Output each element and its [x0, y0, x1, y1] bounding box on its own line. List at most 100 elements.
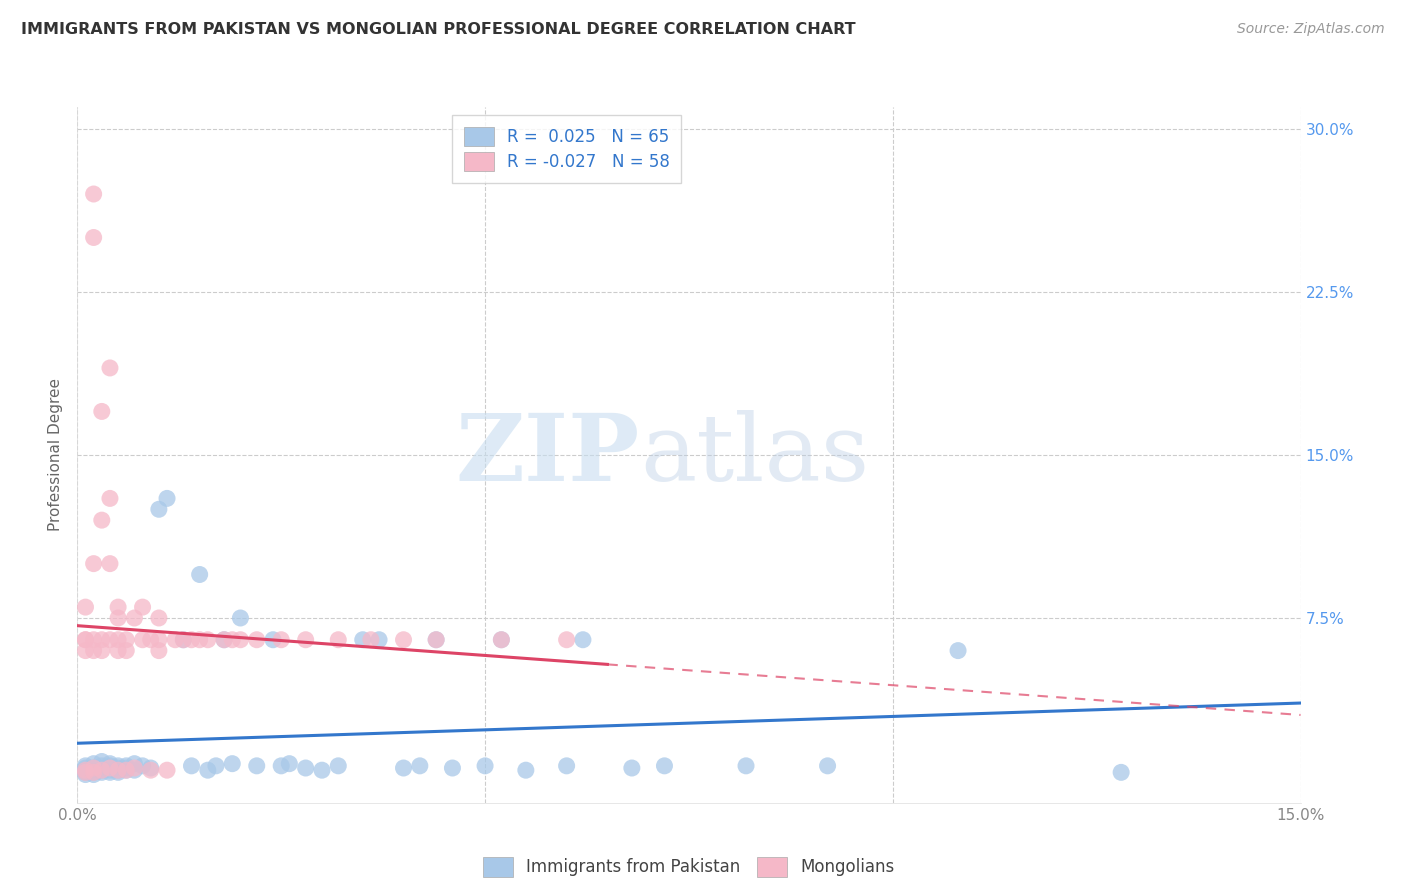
Point — [115, 763, 138, 777]
Point — [75, 761, 97, 775]
Point — [107, 763, 129, 777]
Point — [139, 761, 162, 775]
Point — [620, 761, 643, 775]
Point — [124, 611, 146, 625]
Point — [148, 502, 170, 516]
Point — [270, 632, 292, 647]
Point — [98, 361, 121, 376]
Point — [197, 632, 219, 647]
Point — [352, 632, 374, 647]
Point — [425, 632, 447, 647]
Point — [90, 755, 112, 769]
Point — [148, 632, 170, 647]
Point — [90, 763, 112, 777]
Point — [98, 759, 121, 773]
Point — [107, 763, 129, 777]
Point — [654, 759, 676, 773]
Point — [107, 600, 129, 615]
Point — [115, 759, 138, 773]
Point — [221, 632, 243, 647]
Y-axis label: Professional Degree: Professional Degree — [48, 378, 63, 532]
Point — [294, 632, 316, 647]
Point — [172, 632, 194, 647]
Point — [139, 632, 162, 647]
Point — [90, 761, 112, 775]
Point — [817, 759, 839, 773]
Point — [425, 632, 447, 647]
Point — [75, 600, 97, 615]
Point — [368, 632, 391, 647]
Point — [148, 611, 170, 625]
Point — [221, 756, 243, 771]
Point — [278, 756, 301, 771]
Point — [441, 761, 464, 775]
Point — [75, 763, 97, 777]
Point — [172, 632, 194, 647]
Point — [83, 763, 105, 777]
Point — [1109, 765, 1132, 780]
Point — [491, 632, 513, 647]
Point — [515, 763, 537, 777]
Point — [90, 763, 112, 777]
Point — [229, 611, 252, 625]
Point — [83, 761, 105, 775]
Point — [180, 632, 202, 647]
Point — [83, 632, 105, 647]
Point — [115, 632, 138, 647]
Point — [107, 611, 129, 625]
Point — [107, 761, 129, 775]
Point — [328, 759, 350, 773]
Point — [83, 187, 105, 202]
Point — [83, 765, 105, 780]
Point — [90, 765, 112, 780]
Point — [75, 765, 97, 780]
Point — [83, 767, 105, 781]
Point — [165, 632, 187, 647]
Point — [107, 643, 129, 657]
Point — [188, 567, 211, 582]
Point — [90, 513, 112, 527]
Point — [75, 632, 97, 647]
Point — [115, 761, 138, 775]
Point — [205, 759, 228, 773]
Point — [98, 765, 121, 780]
Point — [735, 759, 758, 773]
Text: atlas: atlas — [640, 410, 869, 500]
Point — [98, 491, 121, 506]
Point — [124, 756, 146, 771]
Legend: Immigrants from Pakistan, Mongolians: Immigrants from Pakistan, Mongolians — [475, 849, 903, 885]
Point — [262, 632, 284, 647]
Point — [115, 643, 138, 657]
Point — [107, 759, 129, 773]
Point — [90, 643, 112, 657]
Point — [75, 759, 97, 773]
Point — [572, 632, 595, 647]
Point — [75, 643, 97, 657]
Point — [107, 632, 129, 647]
Point — [83, 557, 105, 571]
Point — [156, 491, 179, 506]
Point — [83, 230, 105, 244]
Point — [212, 632, 235, 647]
Point — [115, 763, 138, 777]
Point — [90, 404, 112, 418]
Point — [328, 632, 350, 647]
Point — [555, 759, 578, 773]
Point — [311, 763, 333, 777]
Point — [392, 632, 415, 647]
Point — [180, 759, 202, 773]
Point — [75, 767, 97, 781]
Point — [474, 759, 496, 773]
Point — [131, 759, 153, 773]
Point — [131, 600, 153, 615]
Point — [491, 632, 513, 647]
Point — [83, 761, 105, 775]
Point — [946, 643, 969, 657]
Point — [75, 765, 97, 780]
Point — [98, 761, 121, 775]
Point — [98, 763, 121, 777]
Point — [83, 643, 105, 657]
Point — [98, 756, 121, 771]
Text: Source: ZipAtlas.com: Source: ZipAtlas.com — [1237, 22, 1385, 37]
Point — [98, 761, 121, 775]
